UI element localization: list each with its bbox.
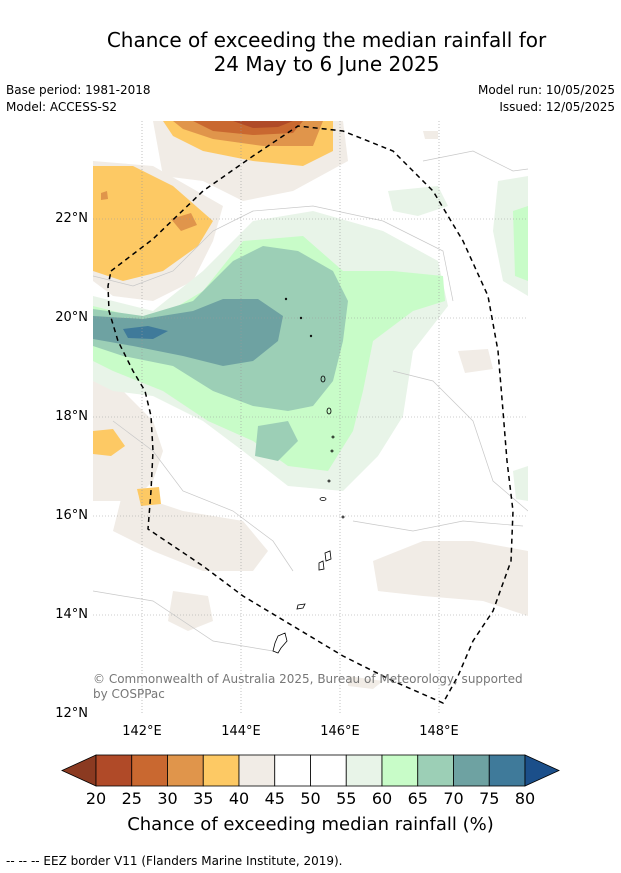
colorbar-segment (202, 754, 240, 787)
colorbar-segment (274, 754, 311, 787)
colorbar-segment (417, 754, 454, 787)
colorbar (61, 754, 560, 787)
lat-label-22n: 22°N (55, 211, 88, 226)
colorbar-extend-low (61, 754, 97, 787)
colorbar-tick-label: 60 (371, 789, 393, 808)
colorbar-segment (381, 754, 419, 787)
colorbar-segment (95, 754, 133, 787)
rainfall-map (93, 121, 528, 715)
model-name: Model: ACCESS-S2 (6, 100, 118, 114)
colorbar-segment (345, 754, 383, 787)
lat-label-18n: 18°N (55, 409, 88, 424)
base-period: Base period: 1981-2018 (6, 83, 151, 97)
colorbar-extend-high (524, 754, 560, 787)
colorbar-tick-label: 55 (336, 789, 357, 808)
issued-date: Issued: 12/05/2025 (499, 100, 615, 114)
colorbar-segment (167, 754, 204, 787)
blue-regions (123, 326, 168, 339)
eez-footnote: -- -- -- EEZ border V11 (Flanders Marine… (6, 854, 343, 868)
colorbar-segment (238, 754, 276, 787)
colorbar-segment (131, 754, 168, 787)
colorbar-segment (453, 754, 490, 787)
contour-lines (93, 150, 528, 652)
lon-label-142e: 142°E (122, 724, 162, 739)
dark-teal-regions (93, 299, 283, 366)
colorbar-tick-label: 80 (514, 789, 536, 808)
grid-lines (93, 121, 528, 715)
colorbar-tick-label: 70 (443, 789, 464, 808)
colorbar-tick-label: 25 (121, 789, 142, 808)
lat-label-16n: 16°N (55, 508, 88, 523)
colorbar-segment (488, 754, 526, 787)
islands (272, 297, 345, 654)
colorbar-tick-label: 40 (228, 789, 250, 808)
map-title-line1: Chance of exceeding the median rainfall … (106, 28, 547, 52)
lon-label-146e: 146°E (320, 724, 360, 739)
lon-label-148e: 148°E (419, 724, 459, 739)
lon-label-144e: 144°E (221, 724, 261, 739)
colorbar-tick-label: 20 (85, 789, 107, 808)
lat-label-12n: 12°N (55, 706, 88, 721)
model-run: Model run: 10/05/2025 (477, 83, 615, 97)
colorbar-segment (310, 754, 347, 787)
copyright-notice: © Commonwealth of Australia 2025, Bureau… (93, 672, 523, 701)
map-title-line2: 24 May to 6 June 2025 (213, 52, 440, 76)
colorbar-tick-label: 50 (300, 789, 321, 808)
colorbar-tick-label: 75 (479, 789, 500, 808)
colorbar-tick-label: 65 (407, 789, 428, 808)
colorbar-tick-label: 45 (264, 789, 285, 808)
lat-label-14n: 14°N (55, 607, 88, 622)
colorbar-tick-label: 35 (193, 789, 214, 808)
dry-regions (93, 121, 333, 506)
colorbar-title: Chance of exceeding median rainfall (%) (127, 814, 494, 835)
eez-border (107, 125, 514, 704)
colorbar-tick-label: 30 (157, 789, 178, 808)
lat-label-20n: 20°N (55, 310, 88, 325)
